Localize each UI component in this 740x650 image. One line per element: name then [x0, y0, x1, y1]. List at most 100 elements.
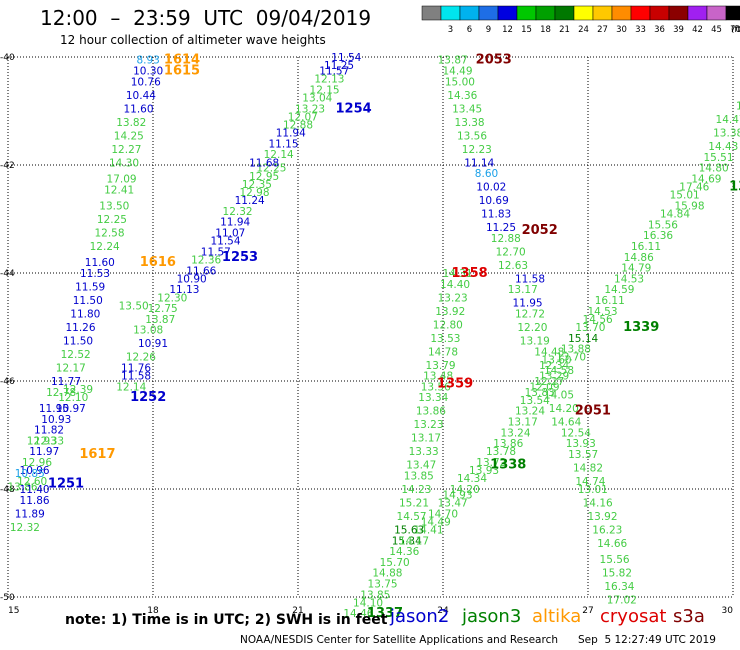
legend-swatch [649, 5, 670, 21]
wave-height-label: 14.82 [573, 462, 603, 474]
wave-height-label: 12.75 [148, 303, 178, 315]
wave-height-label: 12.36 [191, 255, 221, 267]
wave-height-label: 14.48 [534, 346, 564, 358]
wave-height-label: 13.23 [295, 103, 325, 115]
grid [7, 56, 734, 598]
wave-height-label: 11.94 [276, 128, 306, 140]
wave-height-label: 13.54 [520, 395, 550, 407]
wave-height-label: 12.52 [61, 349, 91, 361]
x-tick-label: 15 [8, 606, 19, 616]
wave-height-label: 14.41 [413, 525, 443, 537]
wave-height-label: 16.36 [643, 230, 673, 242]
legend-label: 39 [673, 25, 684, 35]
wave-height-label: 13.60 [542, 354, 572, 366]
legend-swatch [535, 5, 556, 21]
wave-height-label: 14.66 [597, 538, 627, 550]
legend-swatch [725, 5, 740, 21]
wave-height-label: 12.80 [433, 319, 463, 331]
wave-height-label: 15.70 [380, 557, 410, 569]
wave-height-label: 12.88 [283, 120, 313, 132]
wave-height-label: 14.34 [457, 473, 487, 485]
wave-height-label: 11.57 [319, 66, 349, 78]
wave-height-label: 13.47 [406, 460, 436, 472]
legend-swatch [478, 5, 499, 21]
legend-label: 33 [635, 25, 646, 35]
wave-height-label: 11.97 [29, 446, 59, 458]
wave-height-label: 11.89 [15, 508, 45, 520]
legend-label: 18 [540, 25, 551, 35]
y-tick-label: -46 [0, 377, 15, 387]
wave-height-label: 12.93 [27, 435, 57, 447]
wave-height-label: 13.57 [568, 449, 598, 461]
wave-height-label: 13.24 [515, 406, 545, 418]
wave-height-label: 14.16 [583, 498, 613, 510]
pass-id-label: 1358 [451, 266, 487, 281]
wave-height-label: 15.01 [670, 190, 700, 202]
wave-height-label: 13.01 [578, 484, 608, 496]
wave-height-label: 11.50 [73, 295, 103, 307]
wave-height-label: 12.70 [496, 246, 526, 258]
pass-id-label: 2052 [522, 223, 558, 238]
wave-height-label: 16.23 [592, 525, 622, 537]
wave-height-label: 11.25 [486, 222, 516, 234]
x-tick-label: 21 [292, 606, 303, 616]
wave-height-label: 11.68 [249, 157, 279, 169]
wave-height-label: 13.34 [418, 392, 448, 404]
wave-height-label: 13.75 [368, 579, 398, 591]
wave-height-label: 10.97 [56, 403, 86, 415]
wave-height-label: 12.58 [94, 228, 124, 240]
wave-height-label: 13.93 [469, 465, 499, 477]
wave-height-label: 14.88 [372, 568, 402, 580]
wave-height-label: 13.33 [409, 446, 439, 458]
wave-height-label: 16.11 [595, 295, 625, 307]
wave-height-label: 11.76 [121, 363, 151, 375]
wave-height-label: 13.70 [575, 322, 605, 334]
pass-id-label: 1615 [164, 64, 200, 79]
data-labels: 16148.93161510.3010.7610.4411.6013.8214.… [7, 52, 740, 621]
wave-height-label: 11.83 [481, 209, 511, 221]
wave-height-label: 11.54 [331, 52, 361, 64]
wave-height-label: 12.25 [256, 163, 286, 175]
wave-height-label: 15.00 [445, 76, 475, 88]
y-tick-label: -48 [0, 485, 15, 495]
pass-id-label: 1359 [437, 377, 473, 392]
wave-height-label: 8.60 [475, 168, 498, 180]
wave-height-label: 13.87 [145, 314, 175, 326]
x-tick-label: 30 [722, 606, 734, 616]
wave-height-label: 13.83 [525, 387, 555, 399]
wave-height-label: 13.53 [430, 333, 460, 345]
legend-label: 42 [692, 25, 703, 35]
pass-id-label: 1617 [79, 447, 115, 462]
wave-height-label: 13.86 [416, 406, 446, 418]
wave-height-label: 14.86 [624, 252, 654, 264]
legend-swatch [459, 5, 480, 21]
legend-unit: (ft) [731, 25, 740, 35]
wave-height-label: 11.58 [121, 371, 151, 383]
wave-height-label: 13.17 [508, 284, 538, 296]
wave-height-label: 14.30 [109, 157, 139, 169]
wave-height-label: 15.63 [394, 525, 424, 537]
legend-swatch [573, 5, 594, 21]
wave-height-label: 12.33 [34, 435, 64, 447]
legend-label: 30 [616, 25, 627, 35]
wave-height-label: 11.50 [63, 336, 93, 348]
pass-id-label: 1337 [367, 606, 403, 621]
wave-height-label: 13.48 [423, 371, 453, 383]
wave-height-label: 12.30 [157, 292, 187, 304]
x-tick-label: 24 [437, 606, 449, 616]
y-tick-label: -44 [0, 269, 15, 279]
wave-height-label: 12.41 [104, 184, 134, 196]
wave-height-label: 12.60 [17, 476, 47, 488]
pass-id-label: 1616 [140, 255, 176, 270]
wave-height-label: 14.40 [440, 279, 470, 291]
wave-height-label: 13.88 [561, 344, 591, 356]
wave-height-label: 11.94 [220, 217, 250, 229]
wave-height-label: 11.25 [324, 60, 354, 72]
wave-height-label: 12.13 [314, 74, 344, 86]
wave-height-label: 11.40 [20, 484, 50, 496]
legend-swatch [592, 5, 613, 21]
wave-height-label: 14.59 [604, 284, 634, 296]
wave-height-label: 13.86 [7, 481, 37, 493]
wave-height-label: 14.93 [442, 489, 472, 501]
pass-id-label: 1251 [48, 477, 84, 492]
